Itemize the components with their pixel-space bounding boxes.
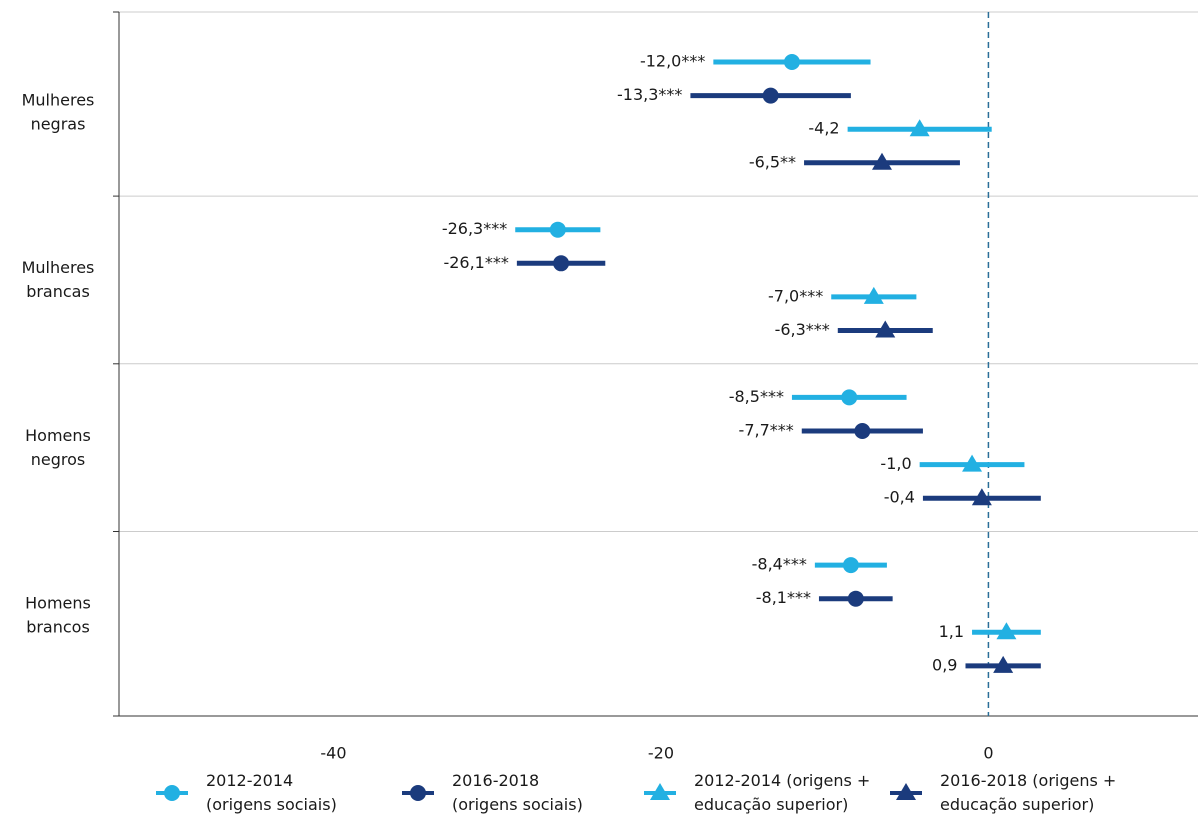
legend-marker: [410, 785, 426, 801]
value-label: -7,7***: [739, 421, 794, 440]
point: [971, 488, 992, 506]
value-label: -12,0***: [640, 52, 705, 71]
value-label: -0,4: [884, 488, 915, 507]
point: [549, 221, 566, 238]
value-label: -8,5***: [729, 387, 784, 406]
point: [783, 54, 800, 70]
value-label: -4,2: [808, 119, 839, 138]
point: [841, 389, 858, 406]
value-label: -7,0***: [768, 286, 823, 305]
legend-label: 2012-2014 (origens + educação superior): [694, 771, 870, 814]
category-label: Homens brancos: [25, 593, 91, 636]
value-label: -26,3***: [442, 219, 507, 238]
value-label: -8,4***: [752, 555, 807, 574]
category-label: Mulheres negras: [22, 90, 95, 133]
x-tick-label: 0: [983, 744, 993, 763]
legend-label: 2016-2018 (origens sociais): [452, 771, 583, 814]
value-label: -6,3***: [775, 320, 830, 339]
category-label: Mulheres brancas: [22, 258, 95, 301]
value-label: 0,9: [932, 655, 957, 674]
value-label: -8,1***: [756, 588, 811, 607]
legend-label: 2016-2018 (origens + educação superior): [940, 771, 1116, 814]
point: [863, 286, 884, 304]
point: [993, 655, 1014, 673]
category-label: Homens negros: [25, 425, 91, 468]
legend-marker: [164, 785, 180, 801]
value-label: -26,1***: [443, 253, 508, 272]
point: [871, 152, 892, 170]
value-label: -1,0: [880, 454, 911, 473]
point: [875, 320, 896, 338]
value-label: 1,1: [939, 622, 964, 641]
x-tick-label: -20: [648, 744, 674, 763]
point: [553, 255, 570, 272]
point: [842, 557, 859, 574]
x-tick-label: -40: [320, 744, 346, 763]
legend-marker: [650, 783, 670, 800]
point: [962, 454, 983, 472]
point: [854, 423, 871, 439]
point: [847, 590, 864, 607]
point: [996, 622, 1017, 640]
legend-label: 2012-2014 (origens sociais): [206, 771, 337, 814]
point: [762, 87, 779, 104]
value-label: -13,3***: [617, 85, 682, 104]
legend-marker: [896, 783, 916, 800]
point: [909, 119, 930, 137]
value-label: -6,5**: [749, 152, 796, 171]
